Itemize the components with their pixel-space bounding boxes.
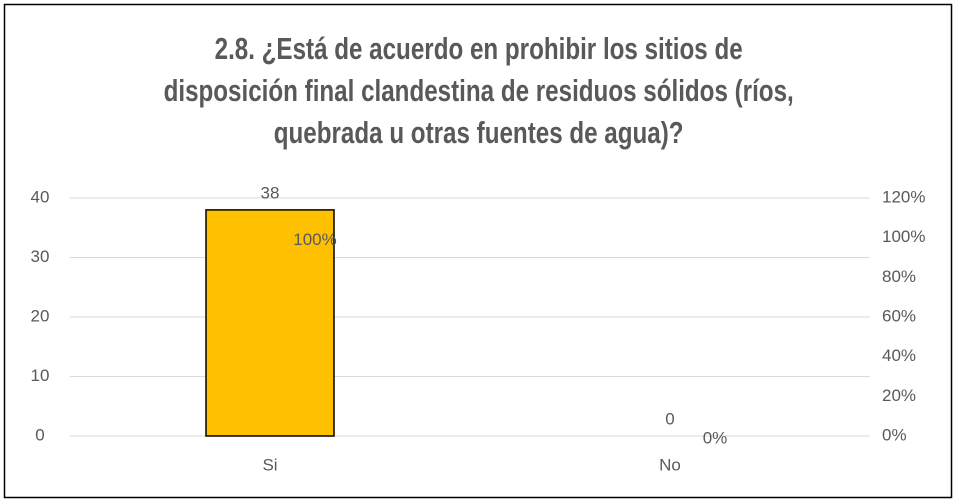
- data-label: 0: [665, 409, 674, 428]
- y-tick-label: 30: [31, 247, 50, 266]
- y2-tick-label: 40%: [882, 346, 916, 365]
- y2-tick-label: 120%: [882, 187, 925, 206]
- x-tick-label: No: [659, 455, 681, 474]
- x-tick-label: Si: [262, 455, 277, 474]
- bar: [205, 209, 335, 437]
- y2-tick-label: 20%: [882, 386, 916, 405]
- chart-border: [3, 3, 953, 499]
- y-tick-label: 10: [31, 366, 50, 385]
- y-tick-label: 20: [31, 306, 50, 325]
- data-label: 38: [261, 183, 280, 202]
- percent-label: 100%: [293, 230, 336, 249]
- y-tick-label: 0: [35, 425, 44, 444]
- y2-tick-label: 80%: [882, 267, 916, 286]
- y2-tick-label: 0%: [882, 425, 907, 444]
- chart-title: 2.8. ¿Está de acuerdo en prohibir los si…: [163, 31, 794, 150]
- percent-label: 0%: [703, 428, 728, 447]
- y2-tick-label: 100%: [882, 227, 925, 246]
- y-tick-label: 40: [31, 187, 50, 206]
- y2-tick-label: 60%: [882, 306, 916, 325]
